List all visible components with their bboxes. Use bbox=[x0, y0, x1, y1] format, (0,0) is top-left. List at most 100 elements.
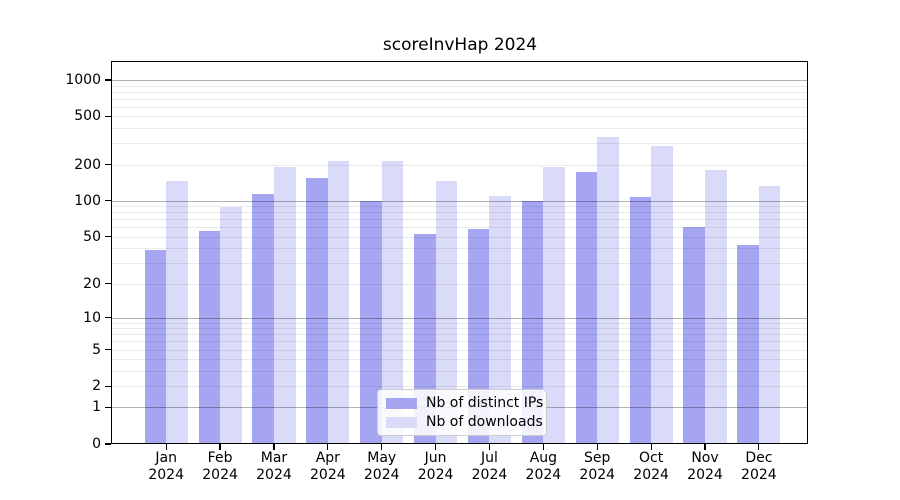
y-tick-500 bbox=[105, 115, 111, 118]
bar-downloads-aug bbox=[543, 167, 565, 444]
legend-row-downloads: Nb of downloads bbox=[386, 414, 546, 430]
x-tick-label-aug: Aug 2024 bbox=[525, 450, 562, 483]
x-tick-nov bbox=[704, 444, 706, 450]
gridline-minor-6 bbox=[112, 341, 808, 343]
gridline-minor-300 bbox=[112, 143, 808, 145]
x-tick-label-oct: Oct 2024 bbox=[633, 450, 669, 483]
bar-downloads-jan bbox=[166, 181, 188, 444]
y-tick-label-1000: 1000 bbox=[65, 72, 101, 88]
gridline-minor-60 bbox=[112, 227, 808, 229]
bar-distinct-ips-feb bbox=[198, 230, 221, 444]
y-tick-1000 bbox=[105, 79, 111, 81]
bar-distinct-ips-sep bbox=[575, 171, 598, 444]
chart-title: scoreInvHap 2024 bbox=[382, 35, 538, 55]
x-tick-jun bbox=[435, 444, 437, 450]
bar-distinct-ips-oct bbox=[629, 196, 652, 444]
x-tick-label-apr: Apr 2024 bbox=[310, 450, 346, 483]
bar-downloads-jun bbox=[435, 181, 458, 444]
bar-distinct-ips-jan bbox=[144, 249, 167, 444]
x-tick-label-jan: Jan 2024 bbox=[148, 450, 184, 483]
y-tick-label-20: 20 bbox=[83, 275, 101, 292]
bar-downloads-may bbox=[381, 160, 404, 444]
gridline-major-1000 bbox=[112, 80, 808, 81]
y-tick-label-2: 2 bbox=[92, 378, 101, 395]
bar-downloads-nov bbox=[705, 170, 727, 444]
gridline-minor-900 bbox=[112, 85, 808, 87]
bar-downloads-jul bbox=[489, 195, 512, 444]
gridline-minor-8 bbox=[112, 328, 808, 330]
x-tick-label-mar: Mar 2024 bbox=[256, 450, 292, 483]
gridline-minor-200 bbox=[112, 164, 808, 166]
y-tick-10 bbox=[105, 317, 111, 319]
y-tick-200 bbox=[105, 163, 111, 166]
y-tick-label-1: 1 bbox=[92, 399, 101, 416]
gridline-minor-2 bbox=[112, 386, 808, 388]
x-tick-label-sep: Sep 2024 bbox=[579, 450, 616, 483]
y-tick-2 bbox=[105, 385, 111, 387]
gridline-minor-70 bbox=[112, 219, 808, 221]
gridline-major-100 bbox=[112, 200, 808, 202]
gridline-minor-7 bbox=[112, 334, 808, 336]
x-tick-feb bbox=[219, 444, 221, 450]
gridline-minor-800 bbox=[112, 91, 808, 93]
legend-label-distinct-ips: Nb of distinct IPs bbox=[426, 395, 544, 411]
y-tick-100 bbox=[105, 200, 111, 202]
y-tick-label-5: 5 bbox=[92, 341, 101, 358]
x-tick-label-jul: Jul 2024 bbox=[471, 450, 508, 483]
legend: Nb of distinct IPs Nb of downloads bbox=[377, 389, 547, 436]
y-tick-label-10: 10 bbox=[83, 309, 101, 326]
y-tick-5 bbox=[105, 348, 111, 351]
x-tick-sep bbox=[596, 444, 598, 450]
bar-downloads-mar bbox=[273, 167, 296, 444]
y-tick-label-0: 0 bbox=[92, 436, 101, 452]
gridline-minor-3 bbox=[112, 370, 808, 372]
y-tick-label-100: 100 bbox=[74, 192, 101, 209]
x-tick-label-jun: Jun 2024 bbox=[417, 450, 454, 483]
bar-distinct-ips-apr bbox=[306, 177, 328, 444]
bar-downloads-sep bbox=[597, 136, 619, 444]
bar-distinct-ips-dec bbox=[737, 244, 759, 444]
x-tick-dec bbox=[758, 444, 760, 450]
legend-swatch-distinct-ips-icon bbox=[386, 397, 417, 409]
y-tick-1 bbox=[105, 406, 111, 409]
bar-downloads-feb bbox=[220, 206, 242, 444]
x-tick-label-may: May 2024 bbox=[363, 450, 400, 483]
x-tick-apr bbox=[327, 444, 329, 450]
gridline-minor-80 bbox=[112, 212, 808, 214]
gridline-major-10 bbox=[112, 317, 808, 319]
legend-swatch-downloads-icon bbox=[386, 416, 417, 428]
bar-distinct-ips-may bbox=[360, 200, 382, 444]
y-tick-50 bbox=[105, 236, 111, 238]
x-tick-jan bbox=[165, 444, 167, 450]
gridline-minor-600 bbox=[112, 106, 808, 108]
bar-distinct-ips-aug bbox=[521, 200, 544, 444]
y-tick-label-500: 500 bbox=[74, 108, 101, 125]
bar-downloads-apr bbox=[327, 160, 350, 444]
gridline-minor-700 bbox=[112, 98, 808, 100]
x-tick-aug bbox=[542, 444, 544, 450]
gridline-minor-500 bbox=[112, 116, 808, 118]
x-tick-may bbox=[381, 444, 383, 450]
gridline-minor-30 bbox=[112, 263, 808, 265]
bar-downloads-dec bbox=[758, 185, 781, 444]
gridline-minor-5 bbox=[112, 349, 808, 351]
bar-downloads-oct bbox=[651, 146, 673, 444]
x-tick-oct bbox=[650, 444, 652, 450]
y-tick-20 bbox=[105, 282, 111, 285]
legend-label-downloads: Nb of downloads bbox=[426, 414, 543, 430]
gridline-minor-9 bbox=[112, 322, 808, 324]
legend-row-distinct-ips: Nb of distinct IPs bbox=[386, 395, 546, 411]
bar-distinct-ips-nov bbox=[683, 226, 705, 444]
gridline-minor-40 bbox=[112, 248, 808, 250]
x-tick-mar bbox=[273, 444, 275, 450]
gridline-minor-90 bbox=[112, 206, 808, 208]
gridline-minor-20 bbox=[112, 283, 808, 285]
y-tick-label-200: 200 bbox=[74, 156, 101, 173]
plot-border bbox=[111, 61, 808, 444]
gridline-minor-400 bbox=[112, 128, 808, 130]
bar-distinct-ips-mar bbox=[252, 193, 274, 444]
x-tick-jul bbox=[488, 444, 491, 450]
gridline-minor-4 bbox=[112, 359, 808, 361]
x-tick-label-dec: Dec 2024 bbox=[741, 450, 777, 483]
